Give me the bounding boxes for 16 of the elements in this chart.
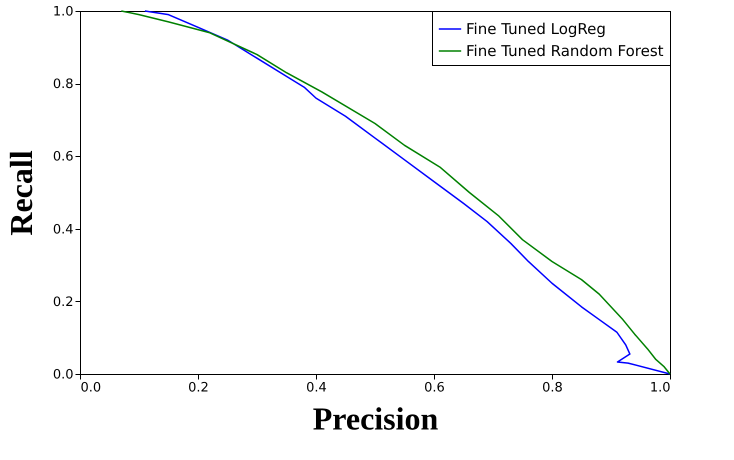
legend-label: Fine Tuned LogReg — [466, 20, 606, 38]
y-tick-label: 0.8 — [52, 77, 74, 92]
y-tick-label: 0.4 — [52, 222, 74, 238]
x-tick-label: 0.8 — [542, 380, 563, 396]
x-tick-label: 0.4 — [306, 380, 327, 396]
x-tick-label: 0.6 — [424, 380, 445, 396]
x-tick-label: 0.2 — [188, 380, 209, 396]
y-tick-label: 1.0 — [52, 4, 74, 20]
legend-label: Fine Tuned Random Forest — [466, 42, 664, 60]
x-tick-label: 1.0 — [650, 380, 670, 396]
y-axis-title: Recall — [2, 150, 39, 236]
x-tick-label: 0.0 — [80, 380, 102, 396]
x-axis-title: Precision — [312, 400, 439, 436]
y-tick-label: 0.6 — [52, 150, 74, 165]
y-tick-label: 0.2 — [52, 294, 74, 310]
y-tick-label: 0.0 — [52, 368, 74, 382]
